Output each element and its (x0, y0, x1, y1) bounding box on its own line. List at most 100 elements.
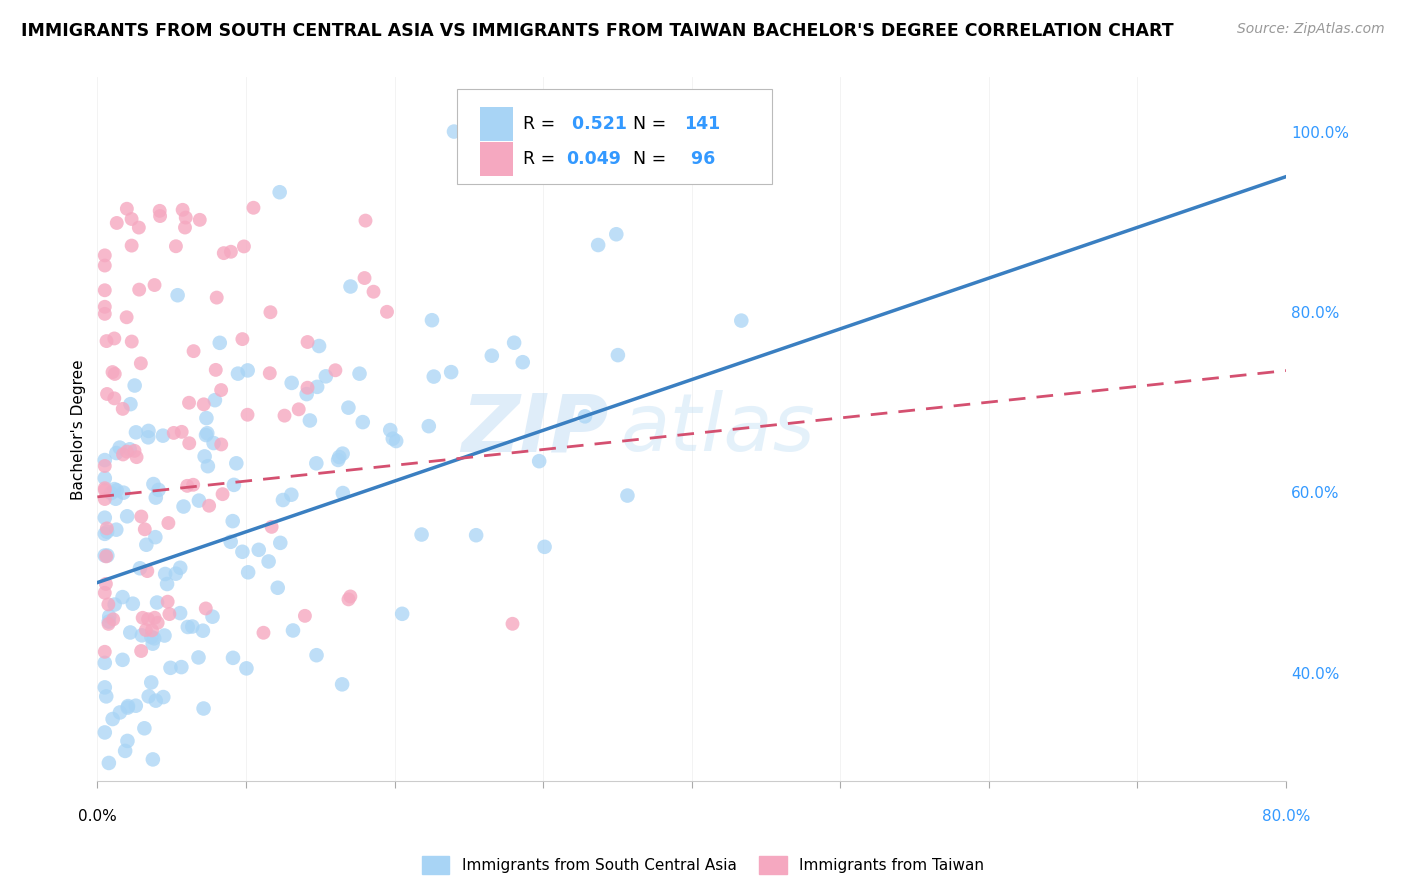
Point (94, 481, 117, 495)
Point (121, 334, 143, 349)
Point (134, 522, 156, 536)
Point (125, 425, 148, 440)
Point (512, 355, 534, 369)
Point (94, 471, 117, 485)
Point (112, 485, 135, 500)
Point (187, 493, 209, 508)
Point (134, 721, 156, 735)
Point (305, 456, 328, 470)
Point (339, 279, 361, 293)
Point (177, 620, 200, 634)
Point (193, 701, 215, 715)
Point (129, 509, 152, 524)
Point (121, 212, 143, 227)
Point (349, 367, 371, 381)
Point (112, 447, 135, 461)
Point (204, 393, 226, 408)
Point (236, 408, 259, 422)
Point (297, 381, 319, 395)
Point (105, 483, 128, 498)
Bar (479, 142, 513, 176)
Point (188, 212, 211, 227)
Point (574, 409, 596, 424)
Point (121, 597, 143, 611)
Point (94, 491, 117, 506)
Point (281, 624, 304, 638)
Point (423, 369, 446, 384)
Point (307, 380, 329, 394)
Point (111, 653, 134, 667)
Point (96, 690, 118, 704)
Point (146, 595, 169, 609)
Point (105, 523, 128, 537)
Point (294, 608, 316, 623)
Point (212, 246, 235, 260)
Point (145, 693, 167, 707)
Point (380, 423, 402, 437)
Point (142, 477, 165, 491)
Point (201, 609, 224, 624)
Point (337, 592, 360, 607)
Point (325, 363, 347, 377)
Text: ZIP: ZIP (461, 390, 609, 468)
Point (101, 365, 124, 379)
Point (118, 442, 141, 457)
Point (157, 607, 180, 621)
Point (97, 616, 120, 631)
Point (354, 213, 377, 227)
Point (131, 611, 153, 625)
Point (187, 650, 209, 665)
Point (420, 313, 443, 327)
Point (105, 446, 128, 460)
Point (165, 239, 187, 253)
Point (222, 478, 245, 492)
Point (259, 366, 281, 380)
Point (308, 339, 330, 353)
Point (94, 300, 117, 314)
Point (141, 624, 163, 638)
Point (209, 437, 232, 451)
Point (143, 530, 166, 544)
Point (170, 660, 193, 674)
Point (287, 402, 309, 417)
Point (94, 307, 117, 321)
Point (219, 244, 242, 259)
Point (165, 566, 187, 581)
Point (145, 491, 167, 505)
Point (273, 409, 295, 423)
Point (94, 681, 117, 695)
Point (96, 521, 118, 535)
Y-axis label: Bachelor's Degree: Bachelor's Degree (72, 359, 86, 500)
Point (94, 483, 117, 497)
Point (117, 734, 139, 748)
Point (138, 424, 160, 438)
Point (174, 211, 197, 225)
Point (381, 432, 404, 446)
Point (169, 560, 191, 574)
Point (117, 700, 139, 714)
Point (173, 500, 195, 514)
Point (195, 428, 218, 442)
Point (94, 259, 117, 273)
Point (125, 450, 148, 464)
Point (166, 288, 188, 302)
Point (271, 493, 294, 508)
Point (96, 387, 118, 401)
Point (115, 202, 138, 216)
Point (97, 615, 120, 629)
Point (247, 542, 270, 557)
Point (156, 595, 179, 609)
Point (149, 203, 172, 218)
Point (176, 479, 198, 493)
Point (143, 278, 166, 293)
Point (385, 434, 408, 448)
Point (298, 413, 321, 427)
Point (169, 606, 191, 620)
Point (339, 590, 361, 604)
Point (236, 363, 259, 377)
Point (96, 524, 118, 539)
Point (96, 334, 118, 348)
Point (352, 415, 374, 429)
Point (183, 344, 205, 359)
Point (129, 561, 152, 575)
